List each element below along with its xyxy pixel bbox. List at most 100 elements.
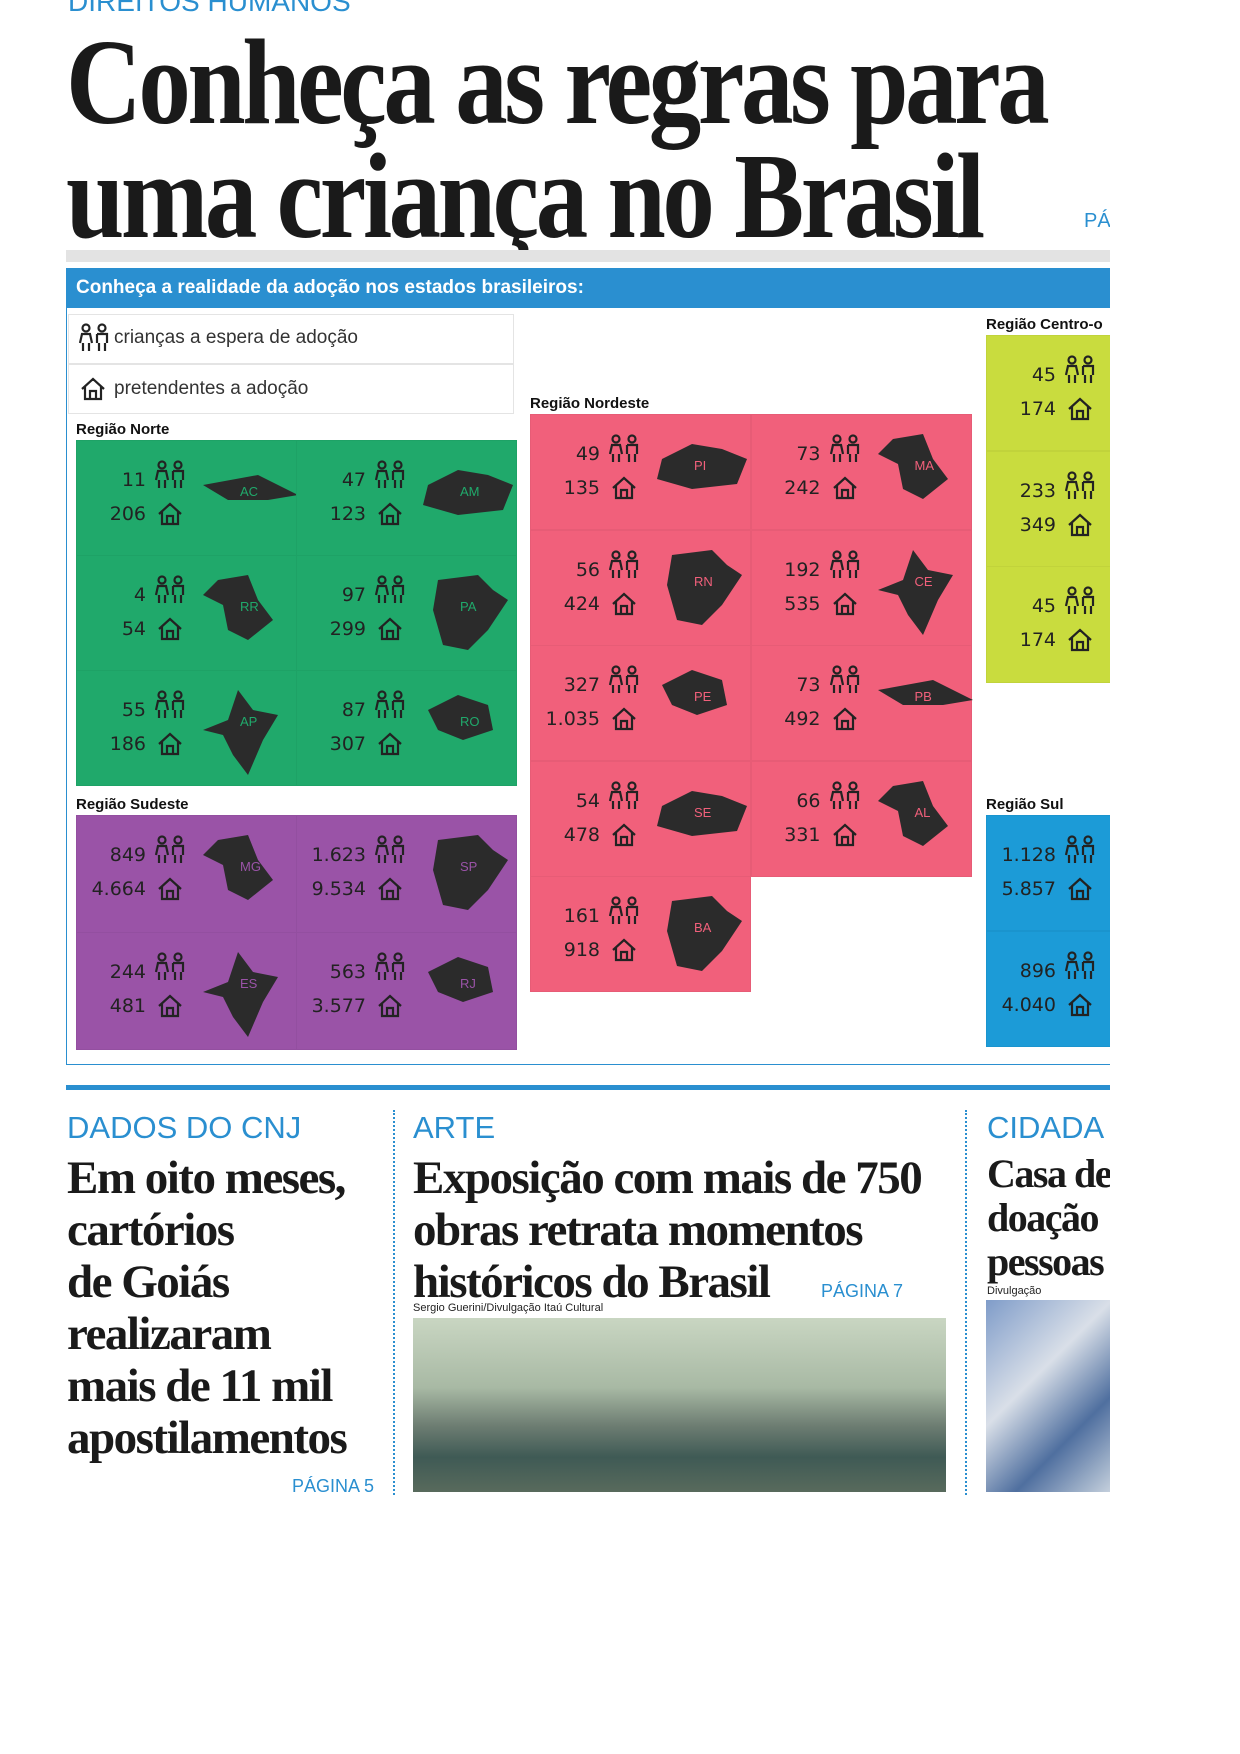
state-shape	[652, 660, 752, 752]
applicants-count: 307	[329, 733, 366, 755]
applicants-icon	[611, 938, 637, 967]
state-code: RJ	[460, 976, 476, 991]
applicants-count: 9.534	[311, 878, 366, 900]
state-cell	[986, 930, 1110, 1047]
applicants-count: 4.664	[91, 878, 146, 900]
region-name: Região Norte	[76, 421, 170, 438]
applicants-icon	[832, 707, 858, 736]
applicants-count: 242	[784, 477, 821, 499]
state-shape	[873, 776, 973, 868]
article-headline: doação	[987, 1195, 1100, 1240]
children-count: 73	[796, 443, 821, 465]
children-icon	[606, 896, 642, 931]
region-name: Região Centro-o	[986, 316, 1103, 333]
children-count: 161	[563, 905, 600, 927]
applicants-icon	[832, 476, 858, 505]
children-icon	[152, 690, 188, 725]
children-icon	[152, 575, 188, 610]
state-shape	[873, 660, 973, 752]
children-count: 47	[341, 469, 366, 491]
applicants-icon	[611, 592, 637, 621]
page-ref: PÁGINA 5	[292, 1476, 375, 1496]
page-clip: DIREITOS HUMANOS Conheça as regras para …	[66, 0, 1110, 1496]
state-shape	[198, 685, 298, 777]
article-headline: mais de 11 mil	[67, 1360, 333, 1412]
column-divider	[965, 1110, 967, 1495]
state-code: BA	[694, 920, 712, 935]
state-shape	[418, 947, 518, 1039]
state-shape	[652, 429, 752, 521]
state-shape	[652, 545, 752, 637]
children-count: 849	[109, 844, 146, 866]
children-count: 244	[109, 961, 146, 983]
applicants-icon	[1067, 877, 1093, 906]
article-image	[413, 1318, 946, 1492]
article-headline: Em oito meses,	[67, 1152, 346, 1204]
children-count: 563	[329, 961, 366, 983]
children-count: 896	[1019, 959, 1056, 982]
applicants-count: 54	[121, 618, 146, 640]
state-code: MG	[240, 859, 261, 874]
applicants-count: 331	[784, 823, 821, 846]
children-icon	[606, 665, 642, 700]
applicants-icon	[157, 994, 183, 1023]
children-count: 1.128	[1001, 844, 1056, 866]
children-icon	[827, 665, 863, 700]
article-headline: de Goiás	[67, 1256, 230, 1308]
article-headline: apostilamentos	[67, 1412, 348, 1464]
legend-icon	[76, 323, 112, 358]
applicants-count: 186	[109, 733, 146, 755]
article-headline: Exposição com mais de 750	[413, 1152, 923, 1204]
children-icon	[606, 780, 642, 816]
headline: Conheça as regras para	[66, 15, 1050, 150]
children-icon	[606, 434, 642, 469]
applicants-count: 299	[329, 618, 366, 640]
state-code: CE	[914, 573, 933, 589]
applicants-count: 3.577	[311, 995, 366, 1017]
children-icon	[827, 780, 863, 816]
state-code: RO	[460, 714, 480, 729]
applicants-count: 174	[1019, 398, 1056, 420]
article-headline: obras retrata momentos	[413, 1204, 864, 1256]
children-count: 1.623	[311, 844, 366, 866]
applicants-icon	[611, 823, 637, 852]
column-divider	[393, 1110, 395, 1495]
article-headline: Casa de	[987, 1151, 1110, 1196]
applicants-count: 492	[784, 708, 821, 730]
applicants-count: 135	[563, 477, 600, 499]
state-shape	[198, 830, 298, 922]
applicants-icon	[377, 732, 403, 761]
article-headline: realizaram	[67, 1308, 272, 1360]
legend-label: crianças a espera de adoção	[114, 327, 358, 348]
applicants-count: 206	[109, 503, 146, 525]
children-icon	[372, 835, 408, 870]
applicants-count: 535	[784, 592, 821, 615]
children-count: 54	[575, 789, 600, 812]
children-icon	[152, 952, 188, 987]
state-cell	[986, 815, 1110, 931]
children-count: 56	[575, 558, 600, 581]
applicants-icon	[1067, 397, 1093, 426]
rule	[66, 1085, 1110, 1090]
state-cell	[986, 335, 1110, 452]
applicants-count: 478	[563, 823, 600, 846]
article-headline: pessoas	[987, 1239, 1105, 1284]
applicants-count: 349	[1019, 513, 1056, 536]
state-code: AM	[460, 484, 480, 499]
state-code: SP	[460, 859, 478, 874]
state-code: AC	[240, 484, 259, 499]
state-shape	[418, 455, 518, 547]
state-code: PE	[694, 689, 712, 704]
state-shape	[418, 685, 518, 777]
children-icon	[372, 690, 408, 725]
children-count: 192	[784, 558, 821, 581]
headline: uma criança no Brasil	[66, 129, 985, 264]
region-name: Região Sul	[986, 796, 1064, 813]
state-code: AP	[240, 714, 258, 729]
state-code: AL	[914, 804, 931, 820]
children-icon	[152, 460, 188, 495]
children-count: 327	[563, 674, 600, 696]
children-icon	[372, 460, 408, 495]
children-count: 97	[341, 584, 366, 606]
state-shape	[198, 570, 298, 662]
